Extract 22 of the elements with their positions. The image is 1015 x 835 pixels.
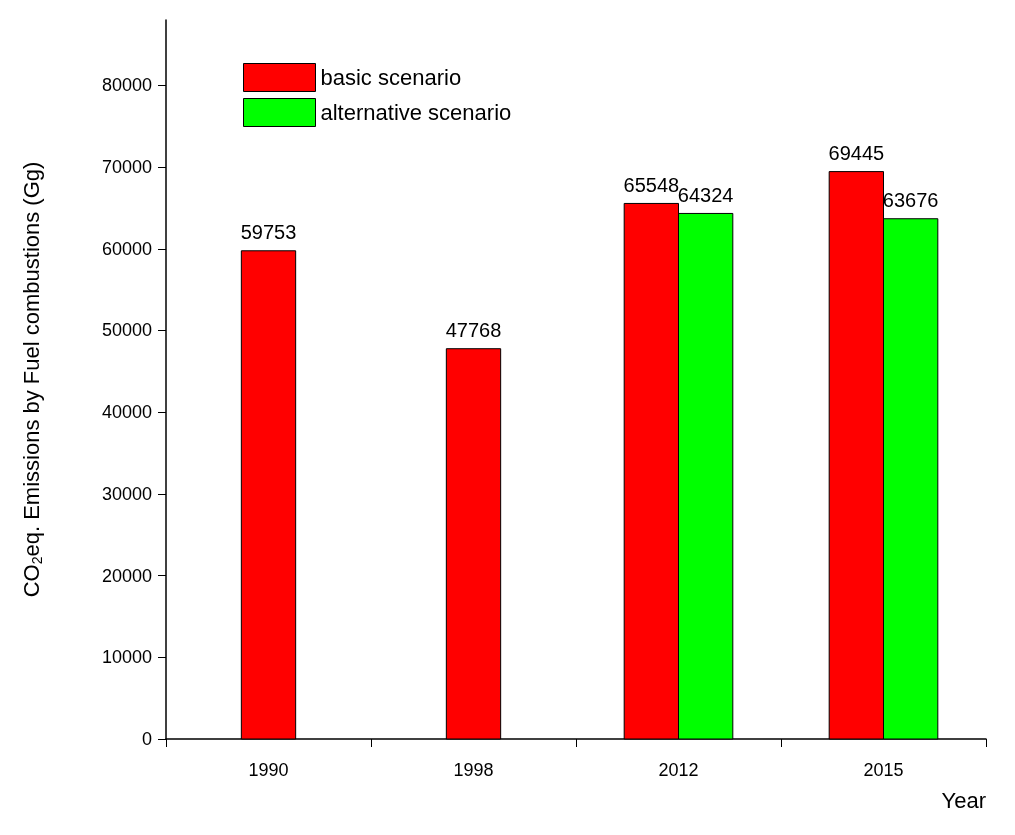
data-label: 59753 [240, 221, 297, 244]
data-label: 63676 [882, 189, 939, 212]
x-tick-label: 2015 [863, 760, 904, 780]
y-tick-label: 40000 [101, 402, 152, 423]
data-label: 64324 [677, 183, 734, 206]
legend-label: alternative scenario [320, 100, 512, 125]
y-tick-label: 10000 [101, 647, 152, 668]
y-tick-label: 70000 [101, 157, 152, 178]
y-axis-title: CO2eq. Emissions by Fuel combustions (Gg) [18, 161, 45, 598]
y-tick-label: 0 [141, 729, 152, 749]
x-tick-label: 2012 [658, 760, 699, 780]
y-tick-label: 50000 [101, 320, 152, 341]
x-tick-label: 1990 [248, 760, 289, 780]
data-label: 69445 [828, 142, 885, 165]
y-tick-label: 60000 [101, 238, 152, 259]
data-label: 47768 [445, 319, 502, 342]
y-tick-label: 30000 [101, 483, 152, 504]
y-tick-label: 20000 [101, 565, 152, 586]
x-axis-title: Year [941, 787, 986, 813]
legend-label: basic scenario [320, 65, 462, 90]
y-tick-label: 80000 [101, 75, 152, 96]
x-tick-label: 1998 [453, 760, 494, 780]
